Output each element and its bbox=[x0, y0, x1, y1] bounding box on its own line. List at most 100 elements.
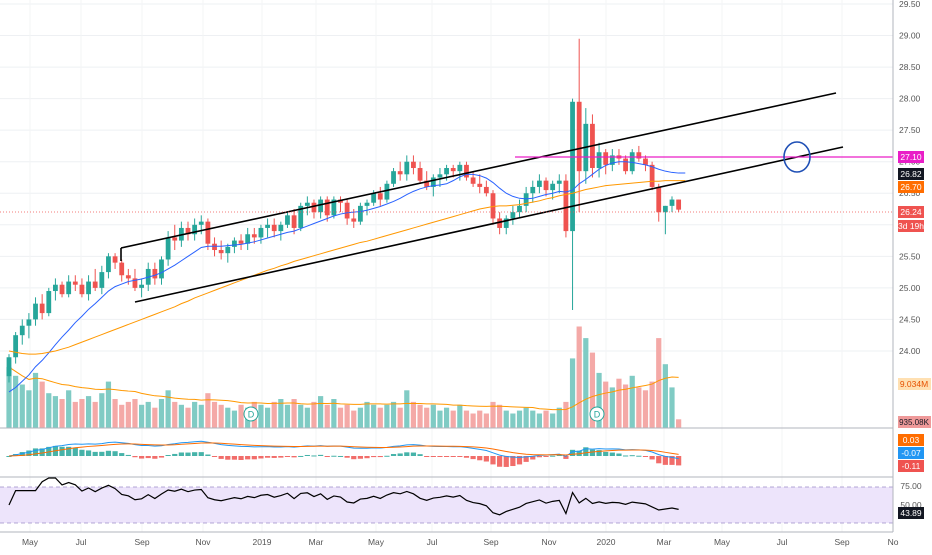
time-tick-label: Nov bbox=[195, 537, 211, 547]
candle-body bbox=[278, 224, 284, 232]
macd-histogram-bar bbox=[331, 455, 337, 457]
candle-body bbox=[271, 224, 277, 232]
time-tick-label: No bbox=[888, 537, 899, 547]
volume-bar bbox=[563, 401, 569, 428]
macd-histogram-bar bbox=[271, 456, 277, 458]
volume-bar bbox=[158, 399, 165, 428]
volume-bar bbox=[264, 407, 271, 428]
macd-histogram-bar bbox=[79, 449, 85, 456]
candle-body bbox=[185, 227, 191, 235]
candle-body bbox=[424, 180, 430, 187]
macd-histogram-bar bbox=[311, 455, 317, 457]
volume-bar bbox=[550, 413, 556, 428]
macd-histogram-bar bbox=[357, 456, 363, 459]
volume-bar bbox=[324, 404, 330, 428]
rsi-upper-tick: 75.00 bbox=[900, 481, 922, 491]
candle-body bbox=[205, 221, 211, 244]
volume-bar bbox=[589, 352, 596, 428]
macd-pane bbox=[6, 440, 682, 467]
macd-histogram-bar bbox=[284, 456, 291, 457]
price-tick-label: 29.50 bbox=[899, 0, 921, 9]
candle-body bbox=[285, 215, 290, 225]
macd-histogram-bar bbox=[251, 456, 257, 460]
macd-histogram-bar bbox=[662, 456, 668, 465]
ma-fast-badge bbox=[898, 168, 924, 180]
candle-body bbox=[503, 218, 509, 228]
macd-histogram-bar bbox=[245, 456, 251, 460]
candle-body bbox=[33, 303, 38, 320]
volume-bar bbox=[178, 404, 184, 428]
macd-histogram-bar bbox=[404, 452, 410, 456]
macd-histogram-bar bbox=[324, 456, 330, 457]
volume-bar bbox=[291, 399, 297, 428]
candle-body bbox=[172, 237, 178, 241]
candle-body bbox=[556, 180, 562, 184]
macd-histogram-bar bbox=[172, 453, 178, 456]
volume-bar bbox=[298, 404, 304, 428]
candle-body bbox=[298, 205, 304, 228]
macd-histogram-bar bbox=[198, 452, 204, 456]
level-badge bbox=[898, 151, 924, 163]
macd-histogram-bar bbox=[351, 456, 357, 460]
channel-lower-line[interactable] bbox=[134, 146, 844, 303]
candle-body bbox=[258, 227, 264, 238]
candle-body bbox=[265, 224, 270, 228]
macd-signal-line bbox=[8, 442, 679, 457]
macd-histogram-bar bbox=[139, 456, 145, 459]
price-tick-label: 24.00 bbox=[899, 346, 921, 356]
volume-bar bbox=[46, 393, 52, 428]
macd-hist-badge bbox=[898, 460, 924, 472]
level-badge-text: 27.10 bbox=[900, 152, 922, 162]
volume-bar bbox=[185, 407, 191, 428]
candle-body bbox=[165, 237, 171, 260]
volume-bar bbox=[583, 338, 589, 428]
rsi-band bbox=[0, 487, 893, 523]
volume-bar bbox=[284, 404, 291, 428]
candle-body bbox=[404, 161, 410, 175]
macd-histogram-bar bbox=[112, 451, 118, 456]
volume-bars bbox=[6, 326, 682, 428]
candle-body bbox=[643, 158, 648, 165]
volume-badge bbox=[898, 416, 931, 428]
moving-average-line bbox=[8, 180, 686, 355]
volume-bar bbox=[258, 404, 264, 428]
volume-bar bbox=[457, 404, 463, 428]
macd-histogram-bar bbox=[616, 453, 622, 456]
macd-histogram-bar bbox=[470, 456, 476, 460]
candle-body bbox=[39, 303, 45, 314]
macd-histogram-bar bbox=[450, 456, 456, 457]
candle-body bbox=[225, 246, 231, 254]
volume-bar bbox=[636, 387, 642, 428]
macd-histogram-bar bbox=[99, 451, 105, 456]
time-tick-label: Mar bbox=[309, 537, 324, 547]
dividend-marker-1[interactable] bbox=[243, 406, 259, 422]
macd-histogram-bar bbox=[397, 453, 403, 456]
candle-body bbox=[676, 199, 682, 210]
volume-bar bbox=[318, 396, 324, 428]
macd-histogram-bar bbox=[497, 456, 503, 467]
volume-bar bbox=[344, 404, 350, 428]
candle-body bbox=[384, 183, 390, 200]
highlight-circle[interactable] bbox=[783, 141, 811, 173]
volume-bar bbox=[603, 381, 609, 428]
candle-body bbox=[464, 164, 469, 178]
time-axis[interactable]: May Jul Sep Nov 2019 Mar May Jul Sep Nov 2020 Mar Ma… bbox=[22, 537, 899, 547]
volume-bar bbox=[337, 407, 344, 428]
time-tick-label: May bbox=[22, 537, 39, 547]
macd-histogram-bar bbox=[371, 456, 377, 458]
candle-body bbox=[417, 168, 423, 181]
time-tick-label: 2019 bbox=[253, 537, 272, 547]
macd-histogram-bar bbox=[483, 456, 489, 462]
time-tick-label: Sep bbox=[134, 537, 149, 547]
candle-body bbox=[59, 284, 65, 295]
channel-upper-line[interactable] bbox=[120, 92, 837, 249]
candle-body bbox=[245, 234, 251, 244]
dividend-marker-2-label: D bbox=[594, 410, 601, 420]
macd-histogram-bar bbox=[463, 456, 470, 458]
volume-bar bbox=[52, 396, 59, 428]
price-tick-label: 25.50 bbox=[899, 251, 921, 261]
macd-histogram-bar bbox=[278, 456, 284, 458]
price-tick-label: 24.50 bbox=[899, 314, 921, 324]
candle-body bbox=[357, 205, 363, 222]
dividend-marker-2[interactable] bbox=[589, 406, 605, 422]
